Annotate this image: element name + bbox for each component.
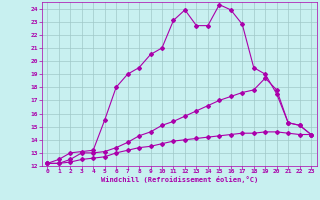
X-axis label: Windchill (Refroidissement éolien,°C): Windchill (Refroidissement éolien,°C) xyxy=(100,176,258,183)
